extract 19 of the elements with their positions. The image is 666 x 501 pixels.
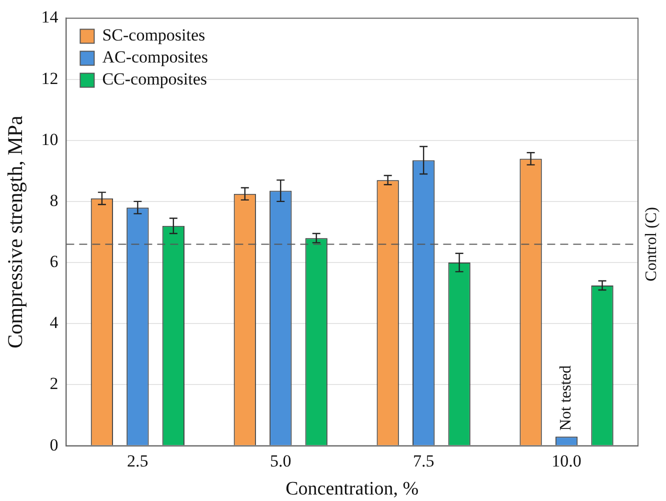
legend-label: AC-composites xyxy=(102,48,208,67)
annotation: Not tested xyxy=(558,365,575,431)
x-tick-label: 10.0 xyxy=(552,451,582,470)
y-tick-label: 8 xyxy=(50,190,58,210)
x-tick-label: 2.5 xyxy=(127,451,148,470)
y-tick-label: 2 xyxy=(50,374,58,394)
x-tick-label: 7.5 xyxy=(412,451,434,470)
y-tick-label: 6 xyxy=(50,252,58,272)
y-tick-label: 10 xyxy=(41,130,58,149)
y-axis-title: Compressive strength, MPa xyxy=(3,114,28,348)
legend-label: CC-composites xyxy=(102,70,208,89)
y-tick-label: 14 xyxy=(41,8,59,27)
x-axis-title: Concentration, % xyxy=(286,478,419,500)
x-tick-label: 5.0 xyxy=(270,451,292,470)
y-tick-label: 4 xyxy=(50,313,59,332)
ref-line-label: Control (C) xyxy=(643,207,660,282)
legend-label: SC-composites xyxy=(102,26,206,45)
y-tick-label: 12 xyxy=(41,68,58,88)
y-tick-label: 0 xyxy=(50,435,58,454)
